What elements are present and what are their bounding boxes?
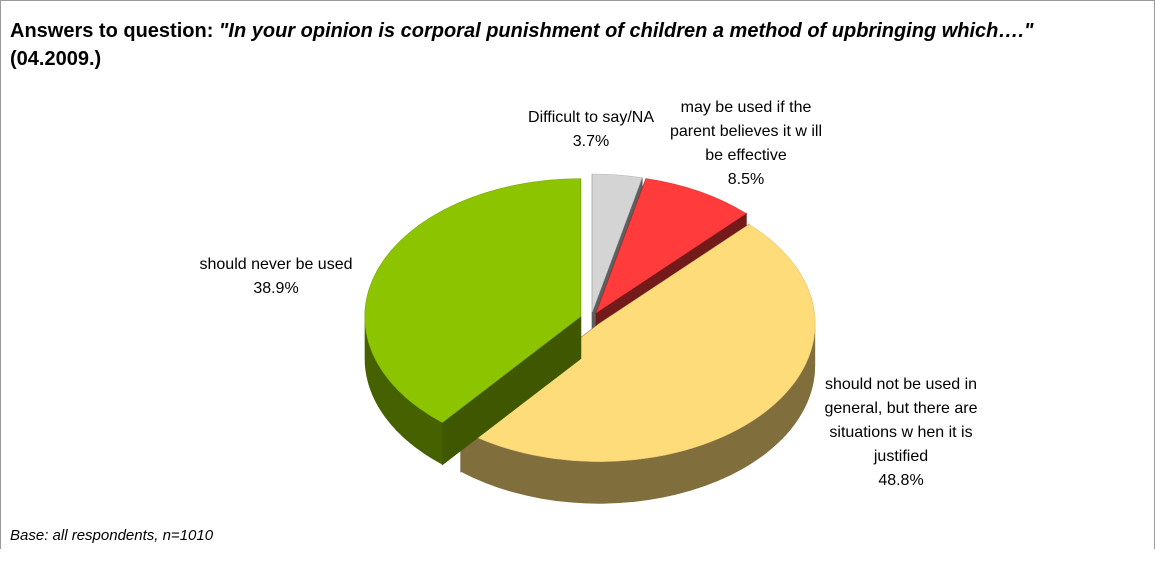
slice-label: may be used if the parent believes it w … <box>661 96 831 192</box>
slice-label: Difficult to say/NA 3.7% <box>511 106 671 154</box>
value-label: 3.7% <box>572 133 610 150</box>
pie-slice <box>364 178 582 466</box>
category-label: should never be used <box>199 256 353 273</box>
title-lead: Answers to question: <box>10 20 214 42</box>
slice-label: should never be used 38.9% <box>161 253 391 301</box>
slice-side <box>460 323 816 504</box>
value-label: 48.8% <box>878 472 924 489</box>
slice-top <box>592 173 643 313</box>
category-label: Difficult to say/NA <box>528 109 654 126</box>
slice-top <box>460 224 816 462</box>
category-label: should not be used in general, but there… <box>824 376 978 465</box>
category-label: may be used if the parent believes it w … <box>669 99 823 164</box>
base-note: Base: all respondents, n=1010 <box>10 527 214 544</box>
title-question: "In your opinion is corporal punishment … <box>218 20 1034 42</box>
slice-top <box>595 178 747 314</box>
pie-plot <box>364 173 816 504</box>
slice-label: should not be used in general, but there… <box>806 373 996 493</box>
slice-side <box>364 316 443 465</box>
chart: Answers to question: "In your opinion is… <box>0 0 1155 549</box>
chart-title: Answers to question: "In your opinion is… <box>10 17 1130 73</box>
slice-top <box>364 178 581 423</box>
title-date: (04.2009.) <box>10 48 102 70</box>
value-label: 38.9% <box>253 280 299 297</box>
value-label: 8.5% <box>727 171 765 188</box>
